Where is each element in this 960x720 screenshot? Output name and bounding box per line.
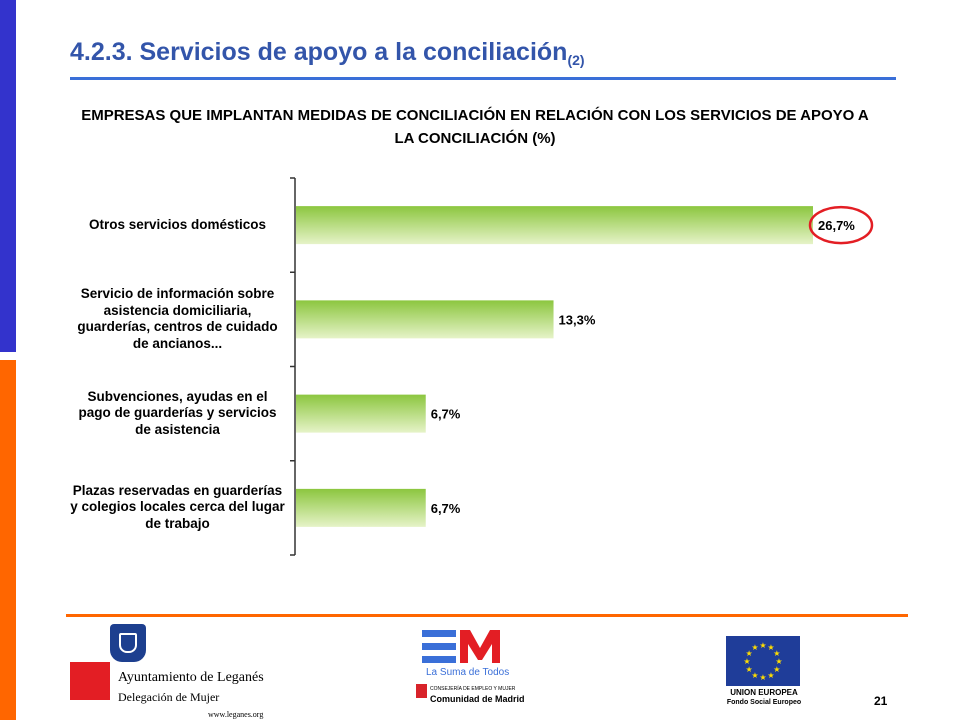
eu-star-icon: ★ (775, 657, 782, 666)
eu-title: UNION EUROPEA (730, 688, 798, 697)
title-divider (70, 77, 896, 80)
madrid-tagline: La Suma de Todos (426, 667, 510, 678)
eu-star-icon: ★ (751, 643, 758, 652)
eu-star-icon: ★ (746, 649, 753, 658)
leganes-red-square (70, 662, 110, 700)
leganes-shield-icon (110, 624, 146, 662)
category-label: Otros servicios domésticos (88, 216, 267, 232)
eu-star-icon: ★ (767, 671, 774, 680)
eu-subtitle: Fondo Social Europeo (726, 699, 802, 706)
madrid-em-icon (422, 630, 500, 663)
slide-title-subscript: (2) (567, 52, 585, 68)
leganes-logo: Ayuntamiento de Leganés Delegación de Mu… (70, 622, 270, 720)
madrid-flag-icon (416, 684, 427, 698)
leganes-subtitle: Delegación de Mujer (118, 690, 220, 704)
data-label: 26,7% (818, 218, 855, 233)
bar (296, 206, 813, 245)
chart-title: EMPRESAS QUE IMPLANTAN MEDIDAS DE CONCIL… (81, 107, 869, 147)
footer-divider (66, 614, 908, 617)
eu-star-icon: ★ (759, 641, 766, 650)
category-label: Plazas reservadas en guarderías y colegi… (70, 482, 285, 531)
madrid-logo: La Suma de Todos CONSEJERÍA DE EMPLEO Y … (414, 628, 525, 710)
slide-title: 4.2.3. Servicios de apoyo a la conciliac… (70, 38, 585, 68)
page-number: 21 (874, 694, 888, 708)
eu-star-icon: ★ (759, 673, 766, 682)
data-label: 13,3% (559, 312, 596, 327)
highlight-circle (808, 205, 874, 245)
eu-flag-icon: ★ ★ ★ ★ ★ ★ ★ ★ ★ ★ ★ ★ (726, 636, 800, 686)
eu-stars-icon: ★★★★★★★★★ ★ ★★ (743, 641, 782, 682)
eu-star-icon: ★ (767, 643, 774, 652)
eu-logo: ★ ★ ★ ★ ★ ★ ★ ★ ★ ★ ★ ★ UNION EUROPEA Fondo Social … (716, 632, 812, 712)
category-label: Subvenciones, ayudas en el pago de guard… (78, 388, 277, 437)
madrid-department: CONSEJERÍA DE EMPLEO Y MUJER (430, 686, 516, 692)
side-accent-orange (0, 360, 16, 720)
madrid-name: Comunidad de Madrid (430, 694, 525, 704)
side-accent-blue (0, 0, 16, 352)
data-label: 6,7% (431, 501, 461, 516)
leganes-website: www.leganes.org (208, 710, 264, 719)
category-label: Servicio de información sobre asistencia… (77, 286, 278, 351)
eu-star-icon: ★ (773, 649, 780, 658)
bar (296, 300, 554, 339)
eu-star-icon: ★ (751, 671, 758, 680)
leganes-name: Ayuntamiento de Leganés (118, 670, 264, 685)
eu-star-icon: ★ (746, 665, 753, 674)
eu-star-icon: ★ (743, 657, 750, 666)
bar (296, 488, 426, 527)
bar (296, 394, 426, 433)
data-label: 6,7% (431, 407, 461, 422)
eu-star-icon: ★ (773, 665, 780, 674)
slide-title-text: 4.2.3. Servicios de apoyo a la conciliac… (70, 38, 568, 66)
